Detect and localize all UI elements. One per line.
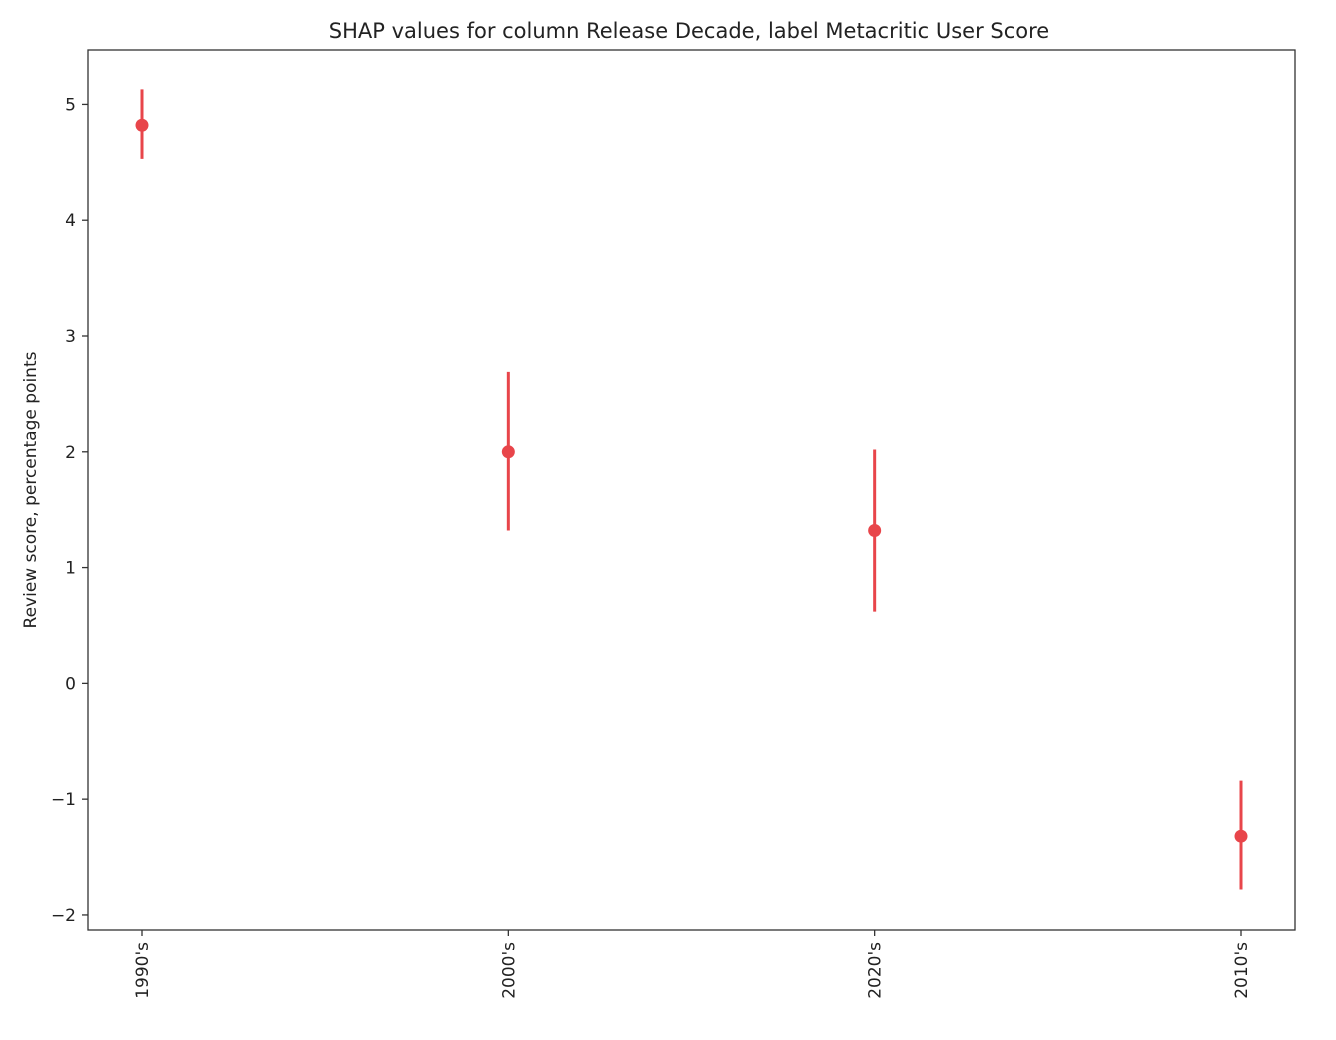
y-tick-label: −2 bbox=[51, 906, 76, 926]
y-tick-label: 4 bbox=[65, 211, 76, 231]
x-tick-label: 2010's bbox=[1232, 942, 1252, 999]
x-tick-label: 2020's bbox=[866, 942, 886, 999]
data-point bbox=[868, 524, 882, 538]
data-marks bbox=[135, 89, 1248, 890]
data-point bbox=[501, 445, 515, 459]
y-axis-label: Review score, percentage points bbox=[21, 351, 41, 628]
y-tick-label: 3 bbox=[65, 327, 76, 347]
x-tick-label: 1990's bbox=[133, 942, 153, 999]
y-tick-label: 0 bbox=[65, 674, 76, 694]
data-point bbox=[135, 118, 149, 132]
y-tick-label: 1 bbox=[65, 559, 76, 579]
chart-title: SHAP values for column Release Decade, l… bbox=[329, 19, 1049, 43]
y-tick-label: 2 bbox=[65, 443, 76, 463]
plot-area-frame bbox=[87, 49, 1296, 931]
data-point bbox=[1234, 829, 1248, 843]
x-tick-label: 2000's bbox=[499, 942, 519, 999]
y-tick-label: 5 bbox=[65, 95, 76, 115]
y-tick-label: −1 bbox=[51, 790, 76, 810]
x-axis-ticks: 1990's 2000's 2020's 2010's bbox=[133, 930, 1252, 999]
y-axis-ticks: −2 −1 0 1 2 3 4 5 bbox=[51, 95, 88, 926]
